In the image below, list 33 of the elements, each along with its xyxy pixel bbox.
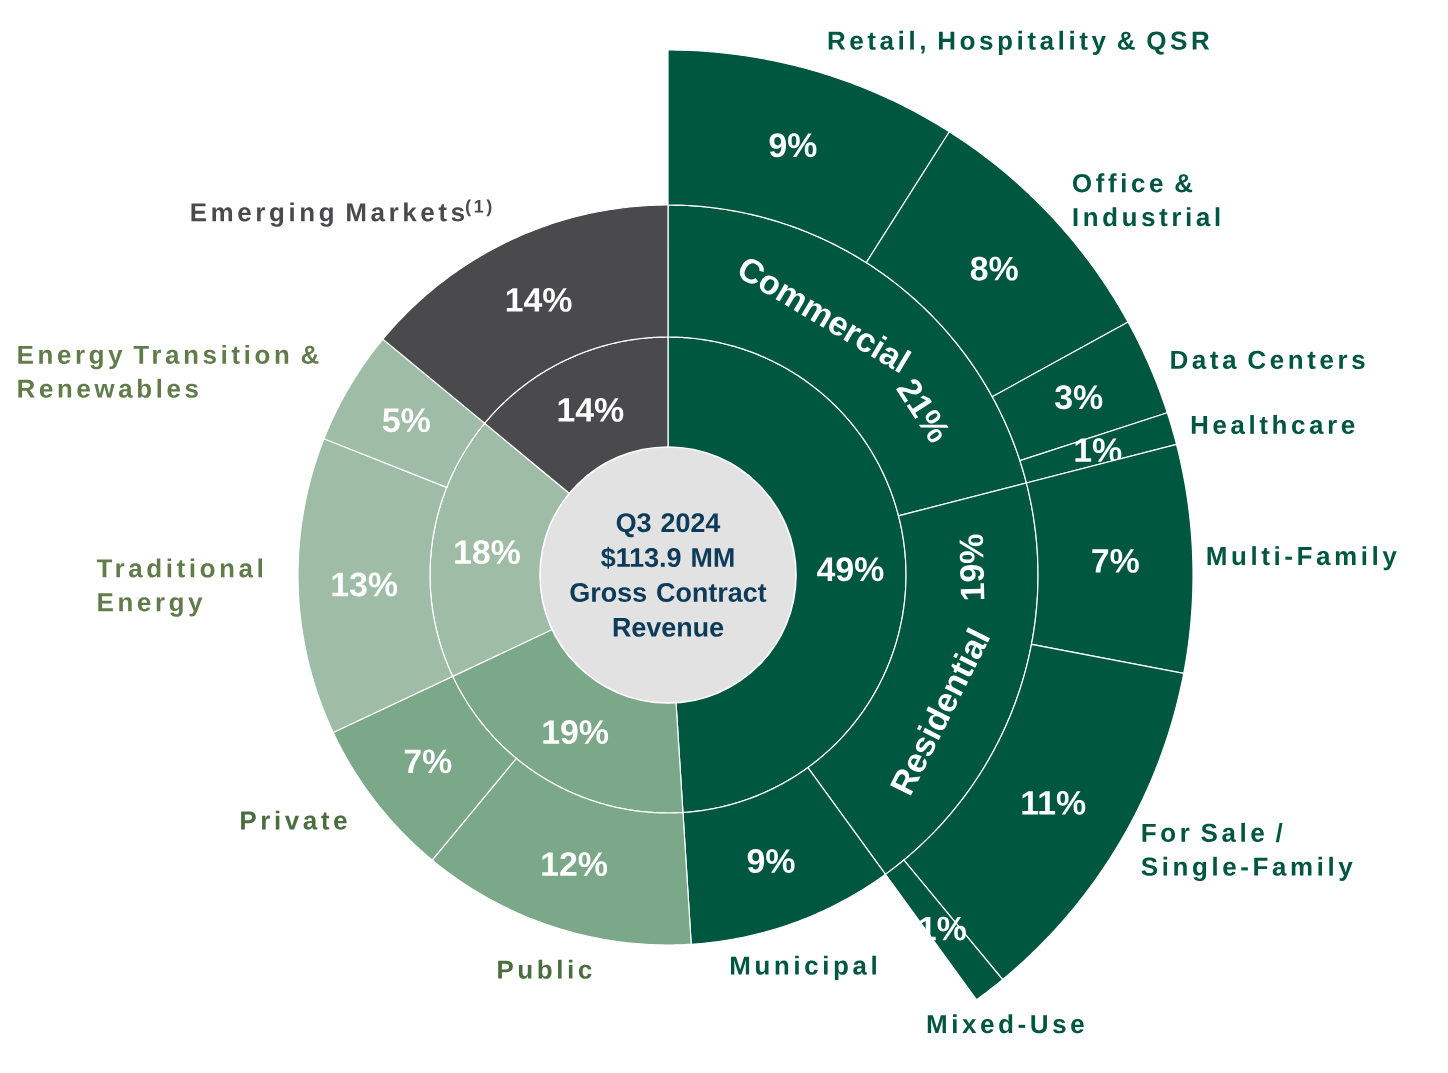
data-label: 13% <box>332 572 398 597</box>
slice-label: Retail, Hospitality & QSR <box>828 30 1210 55</box>
data-label: 14% <box>506 288 572 312</box>
data-label: 7% <box>404 749 452 774</box>
data-label: 12% <box>542 852 608 877</box>
slice-label: Mixed-Use <box>927 1014 1084 1034</box>
data-label: 7% <box>1092 549 1139 573</box>
data-label: 18% <box>455 540 520 565</box>
slice-label: Emerging Markets$^{(1)}$ <box>191 199 492 227</box>
slice-label: For Sale / Single-Family <box>1141 822 1353 882</box>
text: $113.9 MM <box>601 546 734 569</box>
slice-label: Healthcare <box>1191 415 1355 435</box>
slice-label: Energy Transition & Renewables <box>18 344 319 398</box>
data-label: 5% <box>382 408 430 433</box>
data-label: 14% <box>558 397 624 422</box>
slice-label: Public <box>498 959 592 979</box>
text: Q3 2024 <box>616 513 721 538</box>
data-label: 8% <box>970 256 1018 281</box>
text: Gross Contract Revenue <box>570 582 767 637</box>
data-label: 49% <box>817 557 884 582</box>
slice-label: Municipal <box>731 955 876 980</box>
data-label: 3% <box>1055 385 1103 410</box>
data-label: 11% <box>1022 790 1086 815</box>
slice-label: Multi-Family <box>1207 546 1397 571</box>
slice-label: Data Centers <box>1171 350 1365 370</box>
slice-label: Private <box>241 810 347 830</box>
data-label: 19% <box>959 534 985 600</box>
data-label: 9% <box>747 849 795 874</box>
data-label: 1% <box>1075 438 1122 463</box>
data-label: 9% <box>769 133 817 158</box>
slice-label: Office & Industrial <box>1072 173 1220 227</box>
slice-label: Traditional Energy <box>96 558 262 617</box>
data-label: 19% <box>543 720 609 745</box>
